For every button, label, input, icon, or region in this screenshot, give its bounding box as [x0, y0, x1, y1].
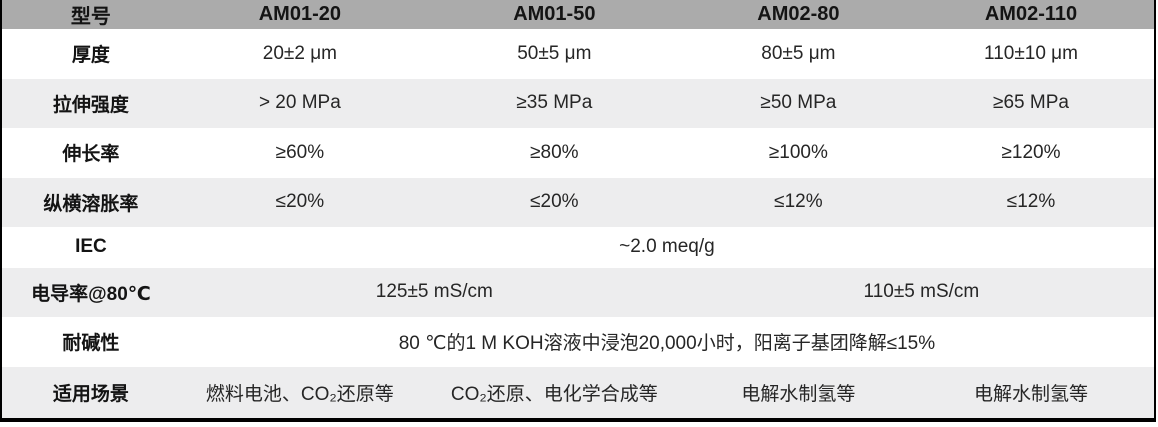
cell-value: ≥100% — [768, 141, 828, 163]
row-label-elongation: 伸长率 — [62, 144, 120, 166]
table-row-applications: 适用场景 燃料电池、CO₂还原等 CO₂还原、电化学合成等 电解水制氢等 电解水… — [1, 366, 1155, 420]
cell-value: ≤20% — [275, 191, 325, 213]
cell-value-merged: 80 ℃的1 M KOH溶液中浸泡20,000小时，阳离子基团降解≤15% — [398, 333, 936, 355]
row-label-conductivity: 电导率@80℃ — [31, 283, 151, 305]
row-label-alkali-resistance: 耐碱性 — [62, 333, 120, 355]
table-row-conductivity: 电导率@80℃ 125±5 mS/cm 110±5 mS/cm — [1, 267, 1155, 318]
cell-value: 电解水制氢等 — [974, 383, 1089, 405]
row-label-applications: 适用场景 — [52, 383, 129, 405]
row-label-swelling-ratio: 纵横溶胀率 — [43, 193, 139, 215]
cell-value: ≥65 MPa — [993, 92, 1069, 114]
header-cell-model-label: 型号 — [70, 6, 111, 28]
cell-value: CO₂还原、电化学合成等 — [450, 383, 658, 405]
cell-value: ≤20% — [530, 191, 579, 213]
cell-value-merged: 110±5 mS/cm — [863, 281, 980, 303]
table-row-tensile-strength: 拉伸强度 > 20 MPa ≥35 MPa ≥50 MPa ≥65 MPa — [1, 78, 1155, 129]
header-cell-am01-20: AM01-20 — [258, 3, 341, 25]
row-label-tensile-strength: 拉伸强度 — [52, 94, 129, 116]
cell-value: 80±5 μm — [761, 42, 836, 64]
table-row-elongation: 伸长率 ≥60% ≥80% ≥100% ≥120% — [1, 128, 1155, 178]
cell-value: 20±2 μm — [262, 42, 337, 64]
cell-value: 50±5 μm — [517, 42, 592, 64]
row-label-thickness: 厚度 — [71, 45, 110, 67]
row-label-iec: IEC — [75, 236, 107, 258]
table-header-row: 型号 AM01-20 AM01-50 AM02-80 AM02-110 — [1, 0, 1155, 29]
cell-value-merged: ~2.0 meq/g — [619, 236, 715, 258]
cell-value: ≥35 MPa — [516, 92, 593, 114]
table-row-swelling-ratio: 纵横溶胀率 ≤20% ≤20% ≤12% ≤12% — [1, 177, 1155, 228]
cell-value: ≥120% — [1001, 141, 1061, 163]
cell-value: ≥80% — [530, 141, 579, 163]
header-cell-am01-50: AM01-50 — [513, 3, 596, 25]
table-row-thickness: 厚度 20±2 μm 50±5 μm 80±5 μm 110±10 μm — [1, 29, 1155, 79]
cell-value: 电解水制氢等 — [741, 383, 856, 405]
cell-value: 110±10 μm — [984, 42, 1078, 64]
cell-value: > 20 MPa — [258, 92, 341, 114]
cell-value: 燃料电池、CO₂还原等 — [205, 383, 394, 405]
table-row-iec: IEC ~2.0 meq/g — [1, 227, 1155, 268]
cell-value: ≤12% — [774, 191, 823, 213]
header-cell-am02-80: AM02-80 — [757, 3, 840, 25]
cell-value: ≥50 MPa — [760, 92, 837, 114]
cell-value-merged: 125±5 mS/cm — [375, 281, 493, 303]
cell-value: ≤12% — [1006, 191, 1056, 213]
cell-value: ≥60% — [275, 141, 325, 163]
header-cell-am02-110: AM02-110 — [984, 3, 1078, 25]
table-row-alkali-resistance: 耐碱性 80 ℃的1 M KOH溶液中浸泡20,000小时，阳离子基团降解≤15… — [1, 317, 1155, 367]
